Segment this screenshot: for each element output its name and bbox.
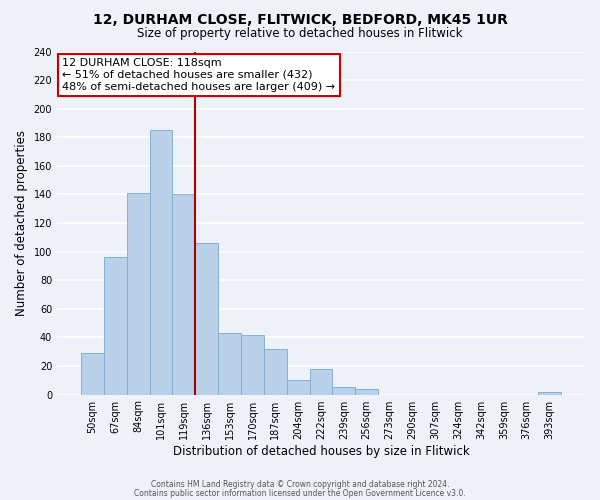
Bar [81, 353, 104, 395]
Bar [127, 193, 149, 394]
Bar [287, 380, 310, 394]
Bar [310, 369, 332, 394]
Bar [355, 389, 378, 394]
Text: Contains HM Land Registry data © Crown copyright and database right 2024.: Contains HM Land Registry data © Crown c… [151, 480, 449, 489]
Bar [172, 194, 196, 394]
Text: 12 DURHAM CLOSE: 118sqm
← 51% of detached houses are smaller (432)
48% of semi-d: 12 DURHAM CLOSE: 118sqm ← 51% of detache… [62, 58, 335, 92]
Bar [241, 334, 264, 394]
Bar [538, 392, 561, 394]
Y-axis label: Number of detached properties: Number of detached properties [15, 130, 28, 316]
Bar [264, 349, 287, 395]
Text: Contains public sector information licensed under the Open Government Licence v3: Contains public sector information licen… [134, 488, 466, 498]
Text: Size of property relative to detached houses in Flitwick: Size of property relative to detached ho… [137, 28, 463, 40]
X-axis label: Distribution of detached houses by size in Flitwick: Distribution of detached houses by size … [173, 444, 469, 458]
Text: 12, DURHAM CLOSE, FLITWICK, BEDFORD, MK45 1UR: 12, DURHAM CLOSE, FLITWICK, BEDFORD, MK4… [92, 12, 508, 26]
Bar [332, 388, 355, 394]
Bar [196, 243, 218, 394]
Bar [149, 130, 172, 394]
Bar [218, 333, 241, 394]
Bar [104, 258, 127, 394]
